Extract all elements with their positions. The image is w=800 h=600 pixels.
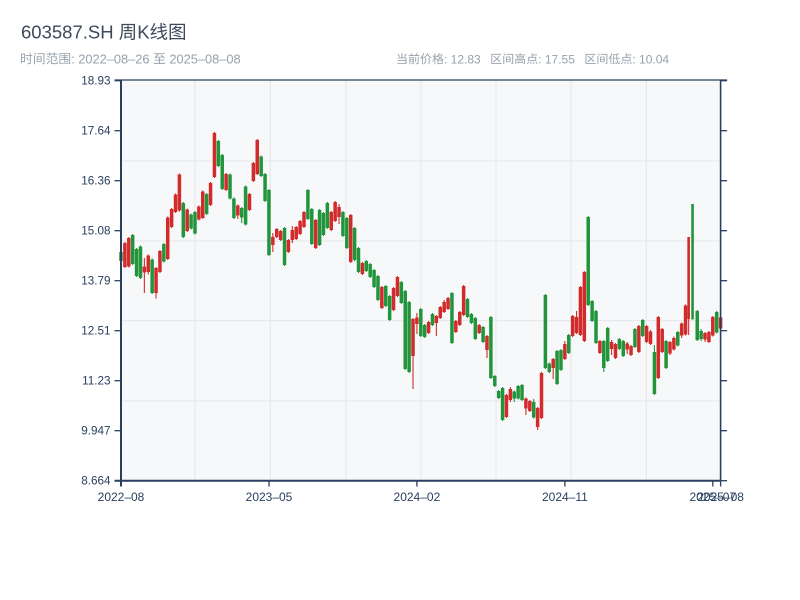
svg-text:2025–07: 2025–07	[689, 490, 736, 504]
svg-text:9.947: 9.947	[81, 425, 110, 438]
svg-text:: 2022–08–26: : 2022–08–26	[71, 51, 149, 66]
svg-text:2025–08: 2025–08	[697, 490, 744, 504]
svg-text:17.64: 17.64	[81, 125, 111, 138]
svg-text:15.08: 15.08	[81, 225, 110, 238]
svg-text:16.36: 16.36	[81, 175, 110, 188]
svg-text:K: K	[137, 22, 150, 43]
svg-text:2022–08: 2022–08	[98, 490, 145, 504]
svg-text:: 10.04: : 10.04	[632, 52, 669, 66]
svg-text:: 17.55: : 17.55	[538, 52, 575, 66]
svg-text:2024–02: 2024–02	[394, 490, 441, 504]
svg-text:2024–11: 2024–11	[542, 490, 588, 504]
svg-text:18.93: 18.93	[81, 75, 110, 88]
svg-text:2023–05: 2023–05	[246, 490, 293, 504]
svg-text:8.664: 8.664	[81, 475, 111, 488]
svg-text:11.23: 11.23	[82, 375, 110, 388]
svg-text:2025–08–08: 2025–08–08	[169, 51, 240, 66]
svg-text:603587.SH: 603587.SH	[21, 22, 114, 43]
svg-text:13.79: 13.79	[81, 275, 110, 288]
svg-text:: 12.83: : 12.83	[444, 52, 481, 66]
svg-text:12.51: 12.51	[81, 325, 110, 338]
